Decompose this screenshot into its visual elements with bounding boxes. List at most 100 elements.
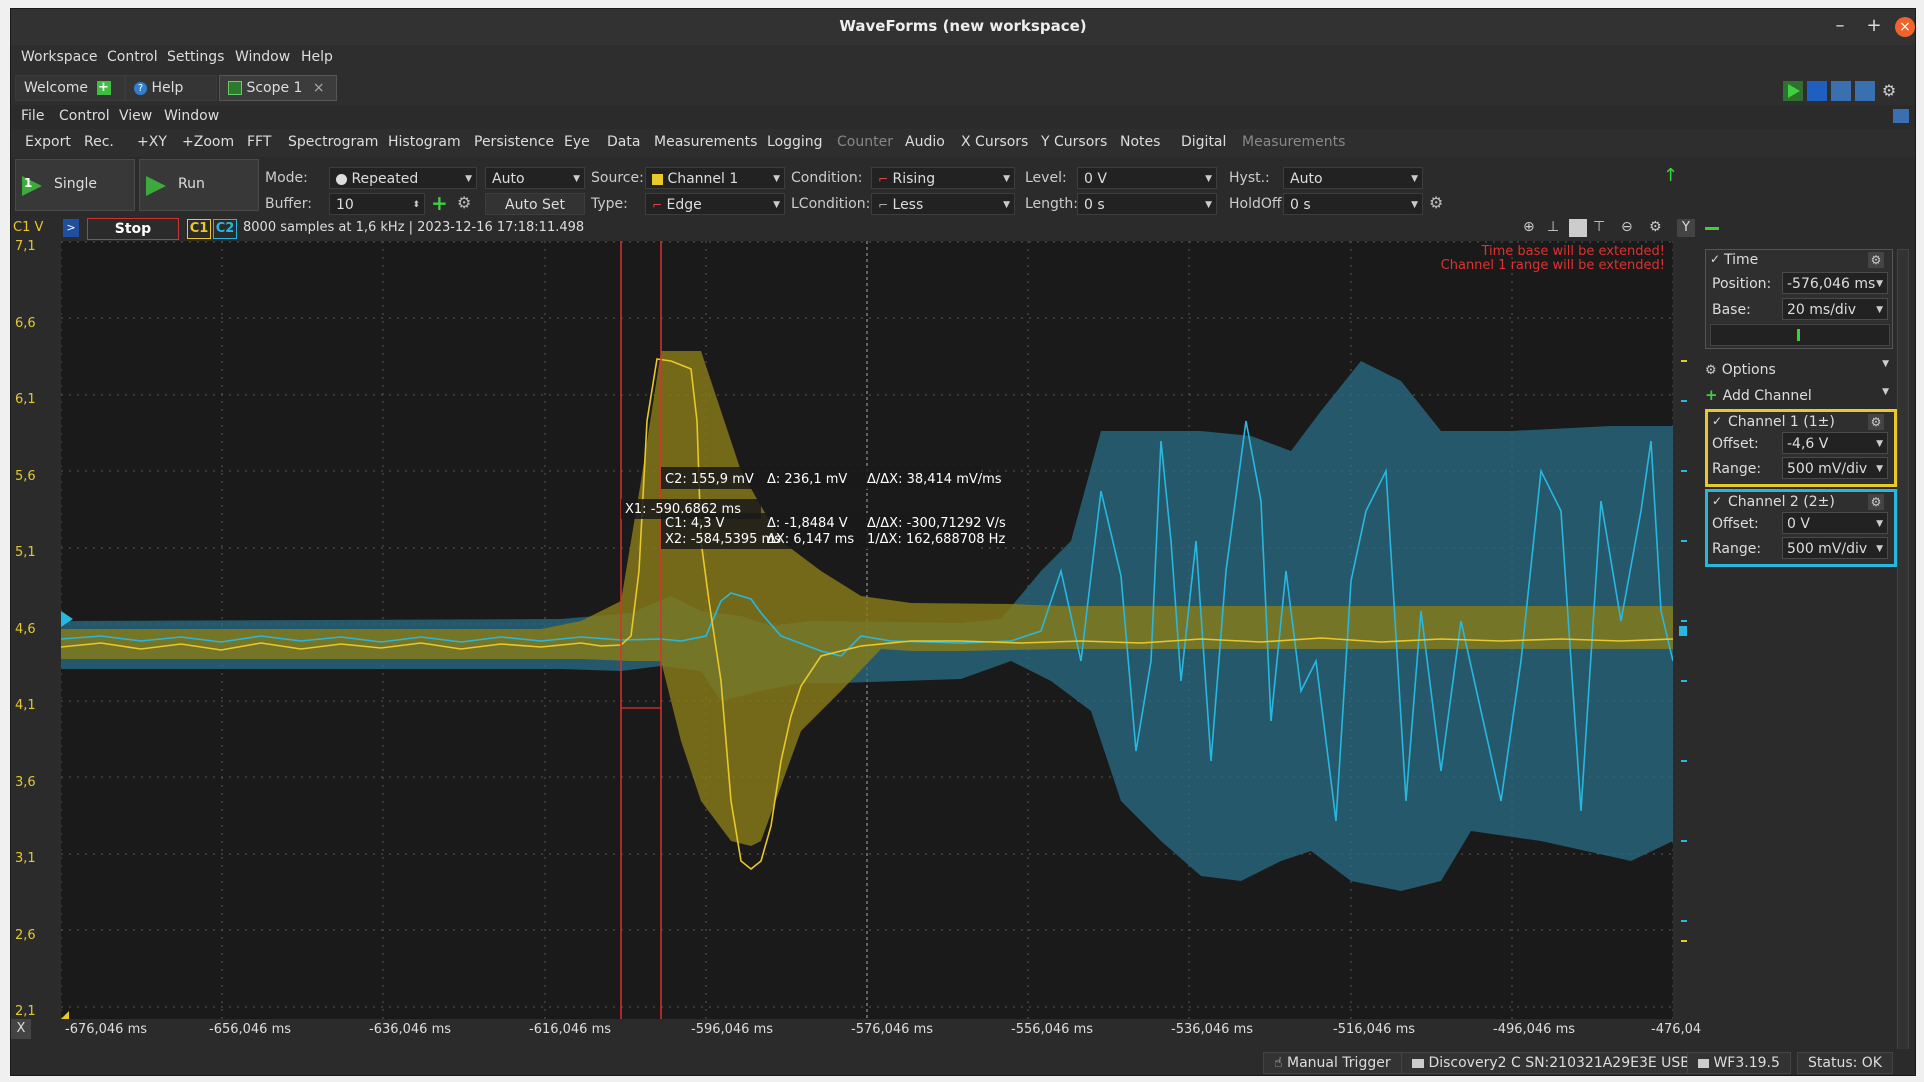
tool-notes[interactable]: Notes xyxy=(1120,134,1161,150)
restore-icon[interactable] xyxy=(1893,109,1909,123)
tool-fft[interactable]: FFT xyxy=(247,134,272,150)
single-button[interactable]: 1 Single xyxy=(15,159,135,211)
buffer-input[interactable]: 10 ⬍ xyxy=(329,193,425,215)
window-cascade-icon[interactable] xyxy=(1831,81,1851,101)
submenu-view[interactable]: View xyxy=(119,108,153,124)
tool-rec[interactable]: Rec. xyxy=(84,134,114,150)
tool-y-cursors[interactable]: Y Cursors xyxy=(1041,134,1108,150)
tool-audio[interactable]: Audio xyxy=(905,134,945,150)
panel-scrollbar[interactable] xyxy=(1897,249,1909,1051)
mode-select[interactable]: Repeated ▼ xyxy=(329,167,477,189)
buffer-gear-icon[interactable]: ⚙ xyxy=(457,193,472,212)
tool-xy[interactable]: +XY xyxy=(137,134,167,150)
tab-welcome[interactable]: Welcome + xyxy=(15,75,125,101)
tool-histogram[interactable]: Histogram xyxy=(388,134,461,150)
time-slider-thumb[interactable] xyxy=(1797,329,1800,341)
trigger-gear-icon[interactable]: ⚙ xyxy=(1429,193,1444,212)
tab-help[interactable]: ? Help xyxy=(125,75,217,101)
autoset-button[interactable]: Auto Set xyxy=(485,193,585,215)
run-button[interactable]: Run xyxy=(139,159,259,211)
add-buffer-icon[interactable]: + xyxy=(431,191,448,215)
fit-bottom-icon[interactable]: ⊥ xyxy=(1547,219,1560,235)
type-select[interactable]: ⌐ Edge ▼ xyxy=(645,193,785,215)
plot-grid xyxy=(60,241,1674,1019)
time-slider[interactable] xyxy=(1710,324,1890,346)
add-icon[interactable]: + xyxy=(96,80,111,95)
warning-channel-range: Channel 1 range will be extended! xyxy=(1441,258,1665,273)
tool-zoom[interactable]: +Zoom xyxy=(182,134,235,150)
c1-badge[interactable]: C1 xyxy=(187,219,211,239)
offset-ruler[interactable] xyxy=(1679,241,1687,1019)
manual-trigger-button[interactable]: ☝ Manual Trigger xyxy=(1263,1052,1402,1074)
channel1-gear-icon[interactable]: ⚙ xyxy=(1868,414,1884,430)
minimize-button[interactable]: – xyxy=(1835,15,1845,36)
close-button[interactable]: × xyxy=(1895,17,1915,37)
plot-svg[interactable]: C2: 155,9 mV Δ: 236,1 mV Δ/ΔX: 38,414 mV… xyxy=(60,241,1674,1019)
channel1-offset-input[interactable]: -4,6 V ▼ xyxy=(1782,432,1888,454)
holdoff-label: HoldOff: xyxy=(1229,196,1287,212)
tab-scope-1[interactable]: Scope 1 × xyxy=(219,75,337,101)
channel1-check-icon[interactable]: ✓ xyxy=(1712,414,1723,428)
channel2-range-input[interactable]: 500 mV/div ▼ xyxy=(1782,537,1888,559)
stop-status[interactable]: Stop xyxy=(87,218,179,240)
time-gear-icon[interactable]: ⚙ xyxy=(1868,252,1884,268)
channel2-check-icon[interactable]: ✓ xyxy=(1712,494,1723,508)
holdoff-input[interactable]: 0 s ▼ xyxy=(1283,193,1423,215)
run-all-icon[interactable] xyxy=(1783,81,1803,101)
trigger-arrow-icon[interactable]: ↑ xyxy=(1663,165,1679,186)
y-axis-button[interactable]: Y xyxy=(1677,219,1695,237)
stop-all-icon[interactable] xyxy=(1807,81,1827,101)
position-input[interactable]: -576,046 ms ▼ xyxy=(1782,272,1888,294)
menu-workspace[interactable]: Workspace xyxy=(21,49,98,65)
device-status[interactable]: Discovery2 C SN:210321A29E3E USB xyxy=(1401,1052,1701,1074)
hyst-input[interactable]: Auto ▼ xyxy=(1283,167,1423,189)
tab-close-icon[interactable]: × xyxy=(312,80,325,96)
trigger-position-marker[interactable] xyxy=(61,1011,69,1019)
submenu-file[interactable]: File xyxy=(21,108,45,124)
window-tile-icon[interactable] xyxy=(1855,81,1875,101)
options-row[interactable]: ⚙ Options ▼ xyxy=(1705,359,1893,379)
tool-x-cursors[interactable]: X Cursors xyxy=(961,134,1029,150)
lcondition-select[interactable]: ⌐ Less ▼ xyxy=(871,193,1015,215)
tool-logging[interactable]: Logging xyxy=(767,134,823,150)
zoom-out-icon[interactable]: ⊖ xyxy=(1621,219,1633,235)
tool-data[interactable]: Data xyxy=(607,134,641,150)
collapse-icon[interactable] xyxy=(1705,227,1719,230)
tool-measurements[interactable]: Measurements xyxy=(654,134,758,150)
length-input[interactable]: 0 s ▼ xyxy=(1077,193,1217,215)
submenu-control[interactable]: Control xyxy=(59,108,110,124)
condition-select[interactable]: ⌐ Rising ▼ xyxy=(871,167,1015,189)
menu-window[interactable]: Window xyxy=(235,49,291,65)
tool-persistence[interactable]: Persistence xyxy=(474,134,555,150)
menu-control[interactable]: Control xyxy=(107,49,158,65)
tool-eye[interactable]: Eye xyxy=(564,134,590,150)
tool-digital[interactable]: Digital xyxy=(1181,134,1227,150)
tool-export[interactable]: Export xyxy=(25,134,71,150)
channel2-offset-input[interactable]: 0 V ▼ xyxy=(1782,512,1888,534)
menu-settings[interactable]: Settings xyxy=(167,49,225,65)
source-select[interactable]: Channel 1 ▼ xyxy=(645,167,785,189)
base-input[interactable]: 20 ms/div ▼ xyxy=(1782,298,1888,320)
level-value: 0 V xyxy=(1084,171,1107,187)
c2-badge[interactable]: C2 xyxy=(213,219,237,239)
gear-icon[interactable]: ⚙ xyxy=(1881,81,1897,100)
zoom-in-icon[interactable]: ⊕ xyxy=(1523,219,1535,235)
oscilloscope-plot[interactable]: C2: 155,9 mV Δ: 236,1 mV Δ/ΔX: 38,414 mV… xyxy=(60,241,1674,1019)
tool-spectrogram[interactable]: Spectrogram xyxy=(288,134,379,150)
fit-top-icon[interactable]: ⊤ xyxy=(1593,219,1606,235)
version-status[interactable]: WF3.19.5 xyxy=(1687,1052,1791,1074)
level-input[interactable]: 0 V ▼ xyxy=(1077,167,1217,189)
plot-gear-icon[interactable]: ⚙ xyxy=(1649,219,1662,235)
x-axis-close-button[interactable]: X xyxy=(11,1019,31,1039)
channel2-gear-icon[interactable]: ⚙ xyxy=(1868,494,1884,510)
time-check-icon[interactable]: ✓ xyxy=(1710,252,1721,266)
submenu-window[interactable]: Window xyxy=(164,108,220,124)
menu-help[interactable]: Help xyxy=(301,49,333,65)
auto-select[interactable]: Auto ▼ xyxy=(485,167,585,189)
add-channel-button[interactable]: + Add Channel ▼ xyxy=(1705,385,1893,405)
trigger-level-marker[interactable] xyxy=(61,611,73,627)
maximize-button[interactable]: + xyxy=(1866,15,1882,36)
fit-middle-icon[interactable] xyxy=(1569,219,1587,237)
y-unit-label: C1 V xyxy=(13,220,44,235)
channel1-range-input[interactable]: 500 mV/div ▼ xyxy=(1782,457,1888,479)
